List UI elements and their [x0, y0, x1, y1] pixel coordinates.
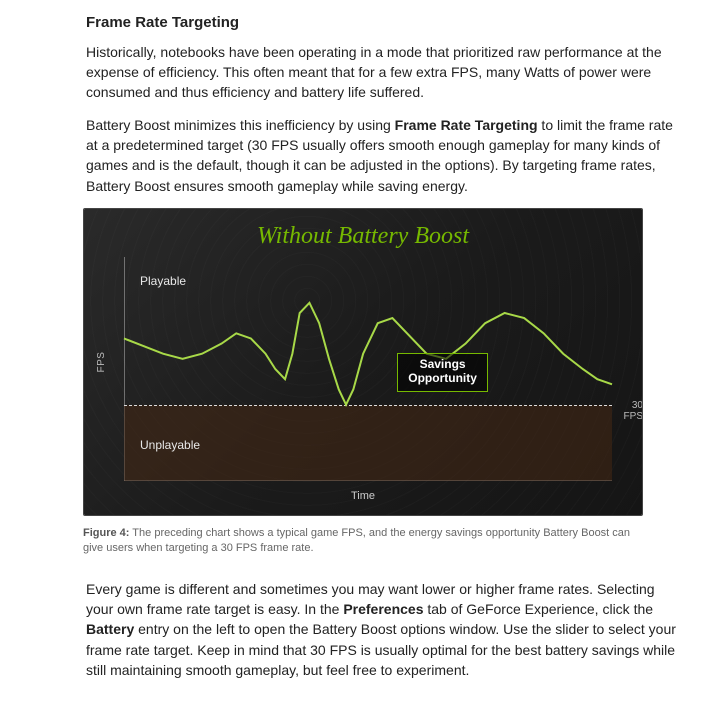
paragraph-1: Historically, notebooks have been operat… [86, 42, 680, 103]
para3-b: tab of GeForce Experience, click the [423, 601, 653, 617]
savings-callout: Savings Opportunity [397, 353, 488, 392]
chart-title: Without Battery Boost [84, 219, 642, 254]
x-axis-label: Time [84, 489, 642, 505]
callout-line1: Savings [420, 357, 466, 371]
figure-caption: Figure 4: The preceding chart shows a ty… [83, 526, 639, 557]
zone-unplayable-label: Unplayable [140, 437, 200, 454]
figure: Without Battery Boost FPS Time Savings O… [83, 208, 683, 557]
fps-chart: Without Battery Boost FPS Time Savings O… [83, 208, 643, 516]
y-axis-label: FPS [95, 351, 110, 372]
threshold-value: 30 [632, 400, 643, 411]
paragraph-3: Every game is different and sometimes yo… [86, 579, 680, 680]
para3-bold-battery: Battery [86, 621, 134, 637]
callout-line2: Opportunity [408, 371, 477, 385]
threshold-unit: FPS [624, 411, 643, 422]
zone-playable-label: Playable [140, 273, 186, 290]
para3-c: entry on the left to open the Battery Bo… [86, 621, 676, 678]
paragraph-2: Battery Boost minimizes this inefficienc… [86, 115, 680, 196]
para2-bold: Frame Rate Targeting [395, 117, 538, 133]
section-heading: Frame Rate Targeting [86, 12, 680, 34]
para3-bold-preferences: Preferences [343, 601, 423, 617]
threshold-marker: 30 FPS [615, 400, 643, 422]
caption-label: Figure 4: [83, 527, 129, 539]
para2-pre: Battery Boost minimizes this inefficienc… [86, 117, 395, 133]
caption-text: The preceding chart shows a typical game… [83, 527, 630, 554]
